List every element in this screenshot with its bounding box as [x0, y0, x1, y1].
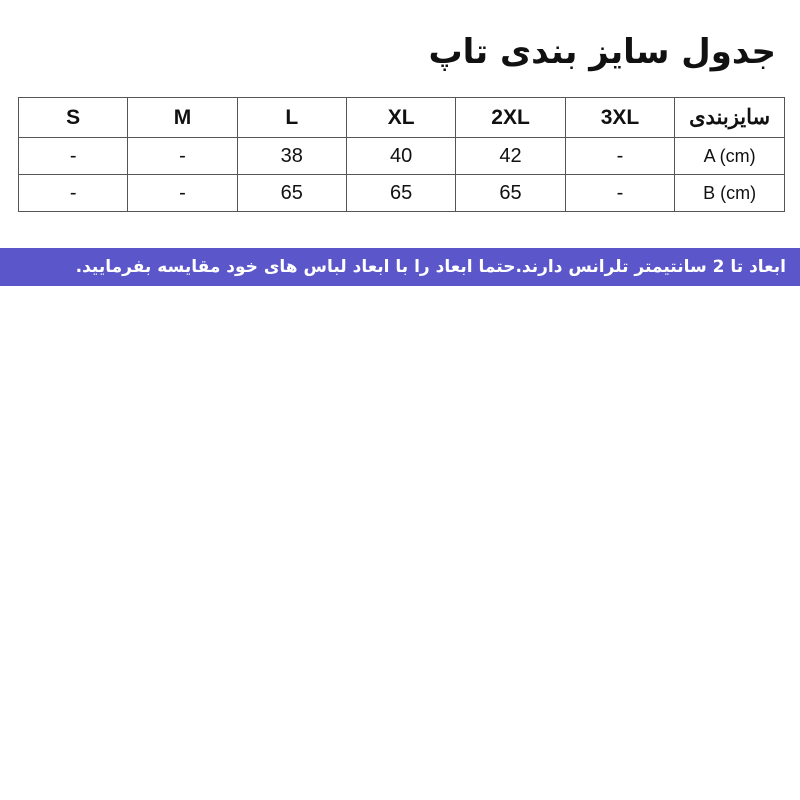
tolerance-note-banner: ابعاد تا 2 سانتیمتر تلرانس دارند.حتما اب… — [0, 248, 800, 286]
row-label: A (cm) — [674, 137, 785, 175]
header-cell: سایزبندی — [674, 97, 785, 138]
header-cell: 3XL — [564, 97, 676, 138]
cell: - — [127, 137, 238, 175]
header-cell: S — [17, 97, 129, 138]
page-title: جدول سایز بندی تاپ — [428, 32, 776, 72]
cell: - — [17, 174, 129, 212]
cell: 40 — [345, 137, 457, 175]
size-table: سایزبندی 3XL 2XL XL L M S A (cm) - 42 40… — [17, 97, 785, 212]
header-cell: M — [127, 97, 238, 138]
cell: - — [127, 174, 238, 212]
header-cell: XL — [345, 97, 457, 138]
cell: - — [564, 174, 676, 212]
row-label: B (cm) — [674, 174, 785, 212]
cell: - — [564, 137, 676, 175]
header-cell: L — [236, 97, 347, 138]
cell: 65 — [236, 174, 347, 212]
header-cell: 2XL — [455, 97, 566, 138]
cell: 42 — [455, 137, 566, 175]
cell: 65 — [345, 174, 457, 212]
cell: - — [17, 137, 129, 175]
cell: 38 — [236, 137, 347, 175]
table-header-row: سایزبندی 3XL 2XL XL L M S — [17, 97, 785, 138]
cell: 65 — [455, 174, 566, 212]
table-row: B (cm) - 65 65 65 - - — [17, 174, 785, 212]
table-row: A (cm) - 42 40 38 - - — [17, 137, 785, 175]
